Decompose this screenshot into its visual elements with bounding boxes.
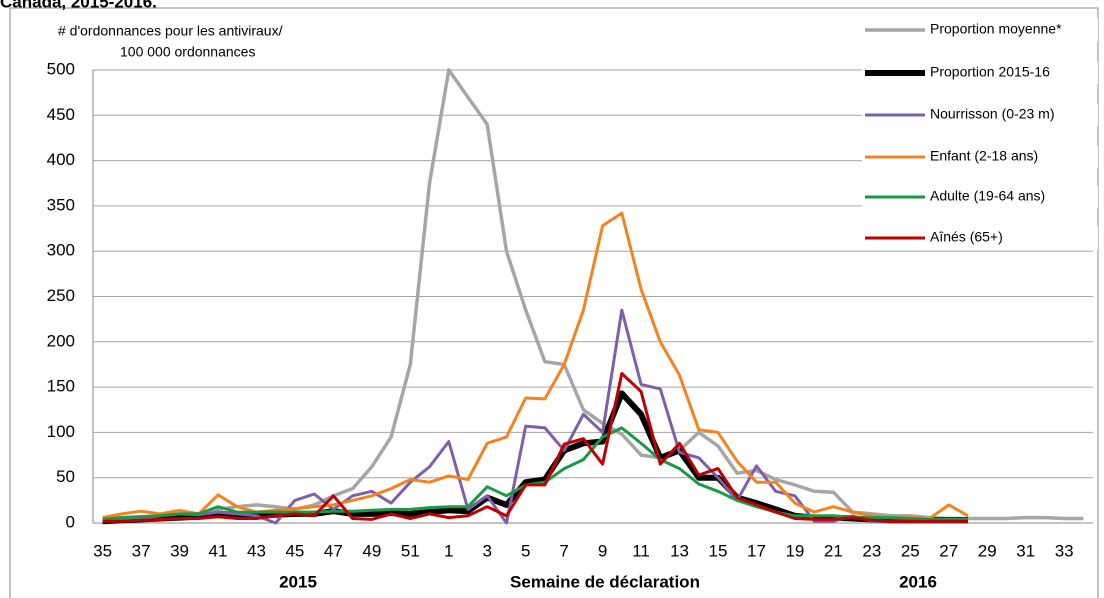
x-tick-label: 7 [559, 541, 568, 560]
y-tick-label: 150 [47, 377, 75, 396]
x-axis-title: Semaine de déclaration [510, 572, 700, 591]
x-tick-label: 43 [247, 541, 266, 560]
legend-bg [862, 146, 1098, 168]
legend-bg [862, 104, 1098, 126]
legend-bg [862, 186, 1098, 208]
legend-bg [862, 19, 1098, 41]
legend-label: Enfant (2-18 ans) [930, 148, 1038, 164]
x-tick-label: 3 [482, 541, 491, 560]
chart-frame [9, 7, 1099, 598]
x-tick-label: 29 [978, 541, 997, 560]
y-tick-label: 100 [47, 422, 75, 441]
x-tick-label: 9 [598, 541, 607, 560]
y-tick-label: 250 [47, 286, 75, 305]
legend-label: Nourrisson (0-23 m) [930, 106, 1054, 122]
x-tick-label: 45 [285, 541, 304, 560]
y-axis-title: 100 000 ordonnances [120, 44, 255, 60]
x-tick-label: 41 [209, 541, 228, 560]
year-label: 2015 [279, 572, 317, 591]
y-tick-label: 400 [47, 150, 75, 169]
y-axis-title: # d'ordonnances pour les antiviraux/ [58, 23, 283, 39]
x-tick-label: 47 [324, 541, 343, 560]
chart-title: Canada, 2015-2016. [0, 0, 157, 11]
x-tick-label: 23 [862, 541, 881, 560]
series-line [102, 308, 968, 525]
legend-label: Aînés (65+) [930, 229, 1003, 245]
y-tick-label: 50 [56, 467, 75, 486]
y-tick-label: 450 [47, 105, 75, 124]
x-tick-label: 19 [785, 541, 804, 560]
y-tick-label: 300 [47, 241, 75, 260]
series-line [102, 211, 969, 520]
legend-bg [862, 227, 1098, 249]
x-tick-label: 31 [1016, 541, 1035, 560]
x-tick-label: 5 [521, 541, 530, 560]
legend-bg [862, 62, 1098, 84]
x-tick-label: 11 [632, 541, 650, 560]
y-tick-label: 200 [47, 331, 75, 350]
x-tick-label: 49 [362, 541, 381, 560]
x-tick-label: 15 [709, 541, 728, 560]
x-tick-label: 1 [444, 541, 453, 560]
x-tick-label: 27 [939, 541, 958, 560]
y-tick-label: 350 [47, 195, 75, 214]
x-tick-label: 51 [401, 541, 420, 560]
x-tick-label: 35 [93, 541, 112, 560]
legend-label: Adulte (19-64 ans) [930, 188, 1045, 204]
year-label: 2016 [899, 572, 937, 591]
series-line [102, 372, 968, 523]
y-tick-label: 500 [47, 59, 75, 78]
x-tick-label: 33 [1055, 541, 1074, 560]
x-tick-label: 39 [170, 541, 189, 560]
x-tick-label: 17 [747, 541, 766, 560]
x-tick-label: 21 [824, 541, 843, 560]
legend-label: Proportion moyenne* [930, 21, 1062, 37]
x-tick-label: 25 [901, 541, 920, 560]
x-tick-label: 37 [132, 541, 151, 560]
x-tick-label: 13 [670, 541, 689, 560]
legend-label: Proportion 2015-16 [930, 64, 1050, 80]
y-tick-label: 0 [66, 512, 75, 531]
